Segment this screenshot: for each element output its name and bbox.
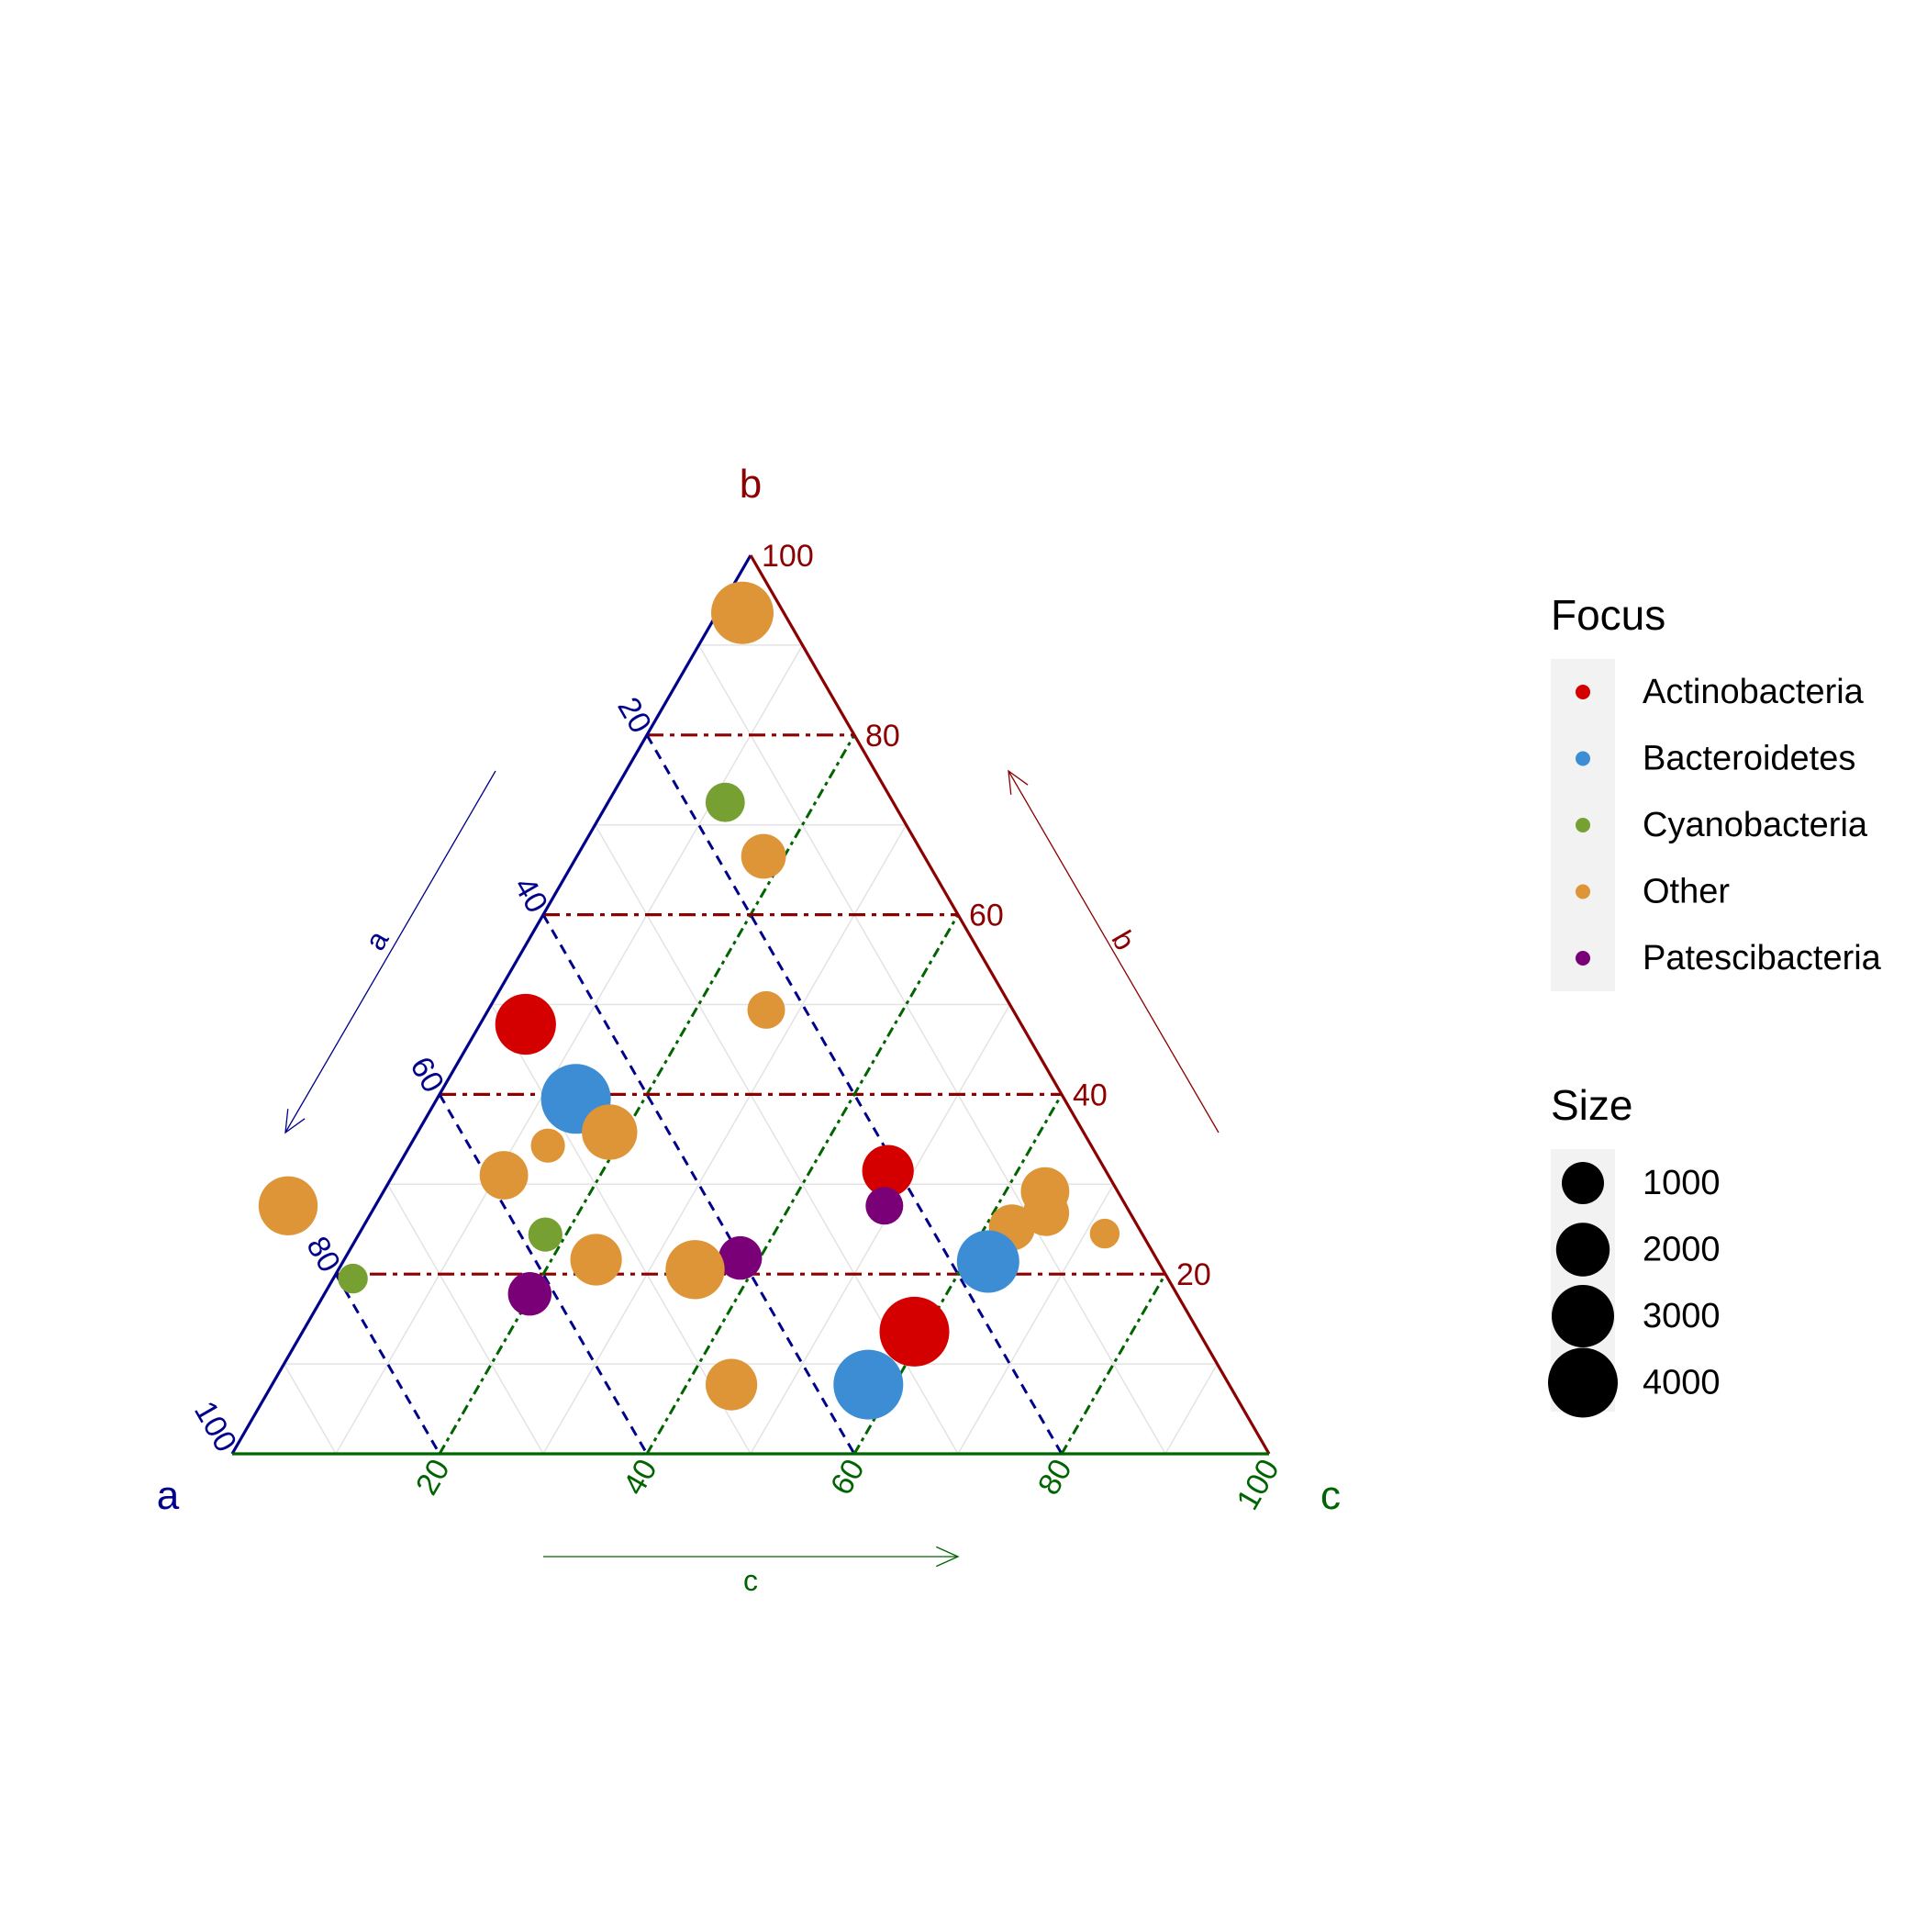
arrow-a <box>284 770 496 1134</box>
legend-focus-key <box>1576 818 1590 832</box>
vertex-label-c: c <box>1320 1473 1341 1518</box>
data-point-patescibacteria <box>865 1187 904 1225</box>
data-point-actinobacteria <box>879 1296 950 1367</box>
legend: Focus Actinobacteria Bacteroidetes Cyanoba… <box>1548 591 1882 1418</box>
tick-label-b-80: 80 <box>865 719 900 754</box>
data-point-other <box>570 1234 622 1286</box>
data-point-cyanobacteria <box>338 1263 368 1294</box>
tick-label-b-100: 100 <box>762 539 814 574</box>
legend-size-label: 3000 <box>1643 1297 1721 1335</box>
arrow-b-head <box>1008 769 1029 795</box>
grid-line-c-70 <box>957 1183 1115 1455</box>
legend-size-key <box>1555 1223 1610 1277</box>
data-point-patescibacteria <box>507 1272 551 1316</box>
data-point-actinobacteria <box>495 993 556 1055</box>
data-point-other <box>530 1128 565 1163</box>
tick-label-c-20: 20 <box>409 1453 457 1501</box>
data-point-bacteroidetes <box>833 1349 904 1420</box>
vertex-label-a: a <box>157 1473 180 1518</box>
arrow-b <box>1008 770 1220 1134</box>
arrow-label-c: c <box>743 1564 758 1597</box>
tick-label-c-40: 40 <box>617 1453 664 1501</box>
grid-line-c-50 <box>750 1004 1011 1455</box>
tick-label-a-20: 20 <box>610 692 658 740</box>
grid-line-a-70 <box>386 1183 544 1455</box>
data-point-other <box>711 581 774 644</box>
data-point-cyanobacteria <box>528 1217 563 1252</box>
legend-focus-label: Actinobacteria <box>1643 673 1865 711</box>
legend-focus-title: Focus <box>1551 591 1665 639</box>
axes <box>230 554 1271 1456</box>
legend-focus-key <box>1576 751 1590 766</box>
data-point-patescibacteria <box>718 1235 763 1280</box>
legend-focus-label: Bacteroidetes <box>1643 740 1855 778</box>
legend-size-key <box>1562 1162 1604 1204</box>
data-point-bacteroidetes <box>956 1230 1019 1293</box>
legend-focus-label: Patescibacteria <box>1643 939 1882 977</box>
tick-label-b-60: 60 <box>969 899 1004 933</box>
legend-size-key <box>1552 1285 1614 1347</box>
legend-focus-key <box>1576 884 1590 899</box>
data-points <box>258 581 1120 1420</box>
axis-line-b <box>749 554 1271 1455</box>
tick-label-b-20: 20 <box>1176 1257 1211 1292</box>
legend-size-label: 2000 <box>1643 1231 1721 1269</box>
vertex-label-b: b <box>740 462 762 507</box>
data-point-other <box>747 990 785 1029</box>
grid-line-a-90 <box>283 1363 337 1455</box>
legend-focus-key <box>1576 951 1590 966</box>
axis-line-a <box>230 554 752 1455</box>
legend-size-label: 4000 <box>1643 1364 1721 1402</box>
grid <box>283 644 1219 1455</box>
data-point-other <box>1089 1218 1120 1249</box>
data-point-other <box>479 1151 529 1200</box>
legend-focus-label: Other <box>1643 873 1730 911</box>
tick-label-a-40: 40 <box>507 871 554 919</box>
data-point-other <box>582 1104 638 1160</box>
data-point-other <box>741 833 786 879</box>
grid-line-c-10 <box>335 644 804 1455</box>
grid-line-a-10 <box>697 644 1166 1455</box>
data-point-other <box>706 1358 758 1411</box>
data-point-other <box>258 1176 318 1236</box>
axis-arrows <box>284 769 1220 1568</box>
arrow-label-a: a <box>358 925 395 956</box>
arrow-a-head <box>284 1109 306 1134</box>
grid-line-c-30 <box>542 824 908 1455</box>
legend-focus-key <box>1576 685 1590 699</box>
tick-label-b-40: 40 <box>1073 1078 1108 1112</box>
tick-label-a-60: 60 <box>403 1051 451 1099</box>
data-point-actinobacteria <box>862 1145 914 1197</box>
legend-focus-label: Cyanobacteria <box>1643 806 1868 844</box>
arrow-c-head <box>935 1546 960 1568</box>
tick-label-c-80: 80 <box>1031 1453 1079 1501</box>
legend-size-key <box>1548 1347 1618 1418</box>
grid-line-c-90 <box>1164 1363 1219 1455</box>
data-point-other <box>665 1240 725 1300</box>
legend-size-label: 1000 <box>1643 1164 1721 1202</box>
legend-size-title: Size <box>1551 1081 1632 1129</box>
tick-label-a-80: 80 <box>299 1231 347 1279</box>
tick-label-c-60: 60 <box>824 1453 872 1501</box>
tick-label-c-100: 100 <box>1230 1453 1286 1515</box>
arrow-label-b: b <box>1105 925 1142 955</box>
data-point-cyanobacteria <box>705 782 745 822</box>
